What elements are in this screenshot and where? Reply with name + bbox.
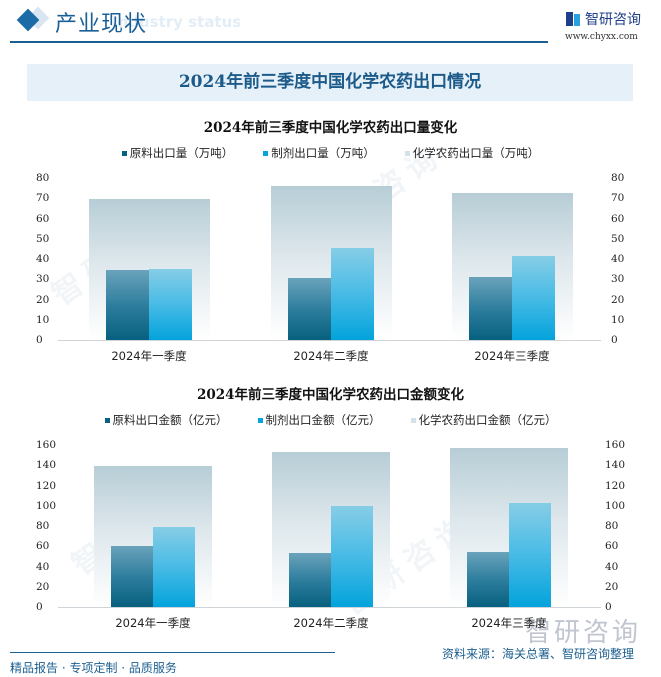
y-tick-label: 120 [605,479,626,492]
y-tick-label: 0 [36,334,43,346]
y-tick-label: 0 [605,601,612,613]
y-tick-label: 20 [605,580,619,593]
bar-raw [111,546,153,607]
y-tick-label: 10 [36,313,50,326]
y-tick-label: 50 [611,232,625,245]
y-tick-label: 70 [36,192,50,205]
x-axis-line [58,607,601,608]
y-tick-label: 160 [605,439,626,451]
y-tick-label: 100 [36,499,57,512]
header-divider [10,41,548,43]
bar-formulation [149,269,192,340]
y-tick-label: 60 [36,540,50,553]
logo-mark-icon [566,12,580,26]
legend-swatch [104,417,110,423]
main-title-banner: 2024年前三季度中国化学农药出口情况 [27,64,633,101]
x-tick-label: 2024年二季度 [293,349,369,363]
legend-item-raw: 原料出口金额（亿元） [104,412,228,428]
bar-raw [288,278,331,340]
legend-swatch [263,150,269,156]
page-header: Industry status 产业现状 智研咨询 www.chyxx.com [0,0,661,48]
y-tick-label: 20 [36,293,50,306]
y-tick-label: 100 [605,499,626,512]
y-tick-label: 80 [611,172,625,184]
y-tick-label: 80 [36,520,50,532]
logo-url: www.chyxx.com [565,32,638,42]
y-tick-label: 50 [36,232,50,245]
bar-raw [469,277,512,340]
y-tick-label: 60 [611,212,625,225]
legend-item-raw: 原料出口量（万吨） [121,145,234,161]
x-tick-label: 2024年三季度 [471,616,547,630]
y-tick-label: 40 [36,560,50,573]
legend-label: 制剂出口量（万吨） [271,146,375,160]
y-tick-label: 30 [36,273,50,286]
y-tick-label: 0 [36,601,43,613]
y-tick-label: 40 [611,253,625,265]
x-tick-label: 2024年一季度 [111,349,187,363]
y-tick-label: 20 [36,580,50,593]
chart2-legend: 原料出口金额（亿元） 制剂出口金额（亿元） 化学农药出口金额（亿元） [0,412,661,428]
legend-swatch [257,417,263,423]
y-tick-label: 80 [605,520,619,532]
y-tick-label: 60 [36,212,50,225]
x-axis-line [58,340,601,341]
y-tick-label: 10 [611,313,625,326]
bar-formulation [512,255,555,340]
bar-formulation [331,247,374,340]
chart2-title: 2024年前三季度中国化学农药出口金额变化 [196,387,465,403]
legend-label: 原料出口金额（亿元） [112,413,228,427]
legend-swatch [404,150,410,156]
y-tick-label: 40 [605,560,619,573]
legend-item-total: 化学农药出口金额（亿元） [410,412,557,428]
logo-text: 智研咨询 [585,12,641,28]
section-title: 产业现状 [55,12,148,37]
legend-item-formulation: 制剂出口量（万吨） [263,145,375,161]
legend-label: 化学农药出口量（万吨） [412,146,540,160]
y-tick-label: 40 [36,253,50,265]
legend-label: 制剂出口金额（亿元） [265,413,381,427]
watermark-logo: 智研咨询 [524,618,641,648]
chart1-title: 2024年前三季度中国化学农药出口量变化 [203,120,458,136]
chart1-plot [58,178,601,341]
y-tick-label: 20 [611,293,625,306]
legend-swatch [410,417,416,423]
data-source: 资料来源：海关总署、智研咨询整理 [442,647,635,661]
legend-item-formulation: 制剂出口金额（亿元） [257,412,381,428]
footer-slogan: 精品报告 · 专项定制 · 品质服务 [10,661,177,675]
chart2-plot [58,445,601,608]
bar-raw [467,552,509,607]
x-tick-label: 2024年二季度 [293,616,369,630]
bar-raw [106,270,149,340]
bar-formulation [331,505,373,607]
footer-divider [10,652,335,653]
y-tick-label: 140 [605,459,626,472]
chart1-legend: 原料出口量（万吨） 制剂出口量（万吨） 化学农药出口量（万吨） [0,145,661,161]
x-tick-label: 2024年三季度 [474,349,550,363]
y-tick-label: 140 [36,459,57,472]
legend-label: 原料出口量（万吨） [129,146,234,160]
y-tick-label: 120 [36,479,57,492]
brand-logo: 智研咨询 [566,9,641,29]
bar-formulation [153,527,195,607]
legend-item-total: 化学农药出口量（万吨） [404,145,540,161]
y-tick-label: 0 [611,334,618,346]
bar-formulation [509,502,551,607]
y-tick-label: 70 [611,192,625,205]
legend-label: 化学农药出口金额（亿元） [418,413,557,427]
y-tick-label: 80 [36,172,50,184]
x-tick-label: 2024年一季度 [115,616,191,630]
y-tick-label: 30 [611,273,625,286]
bar-raw [289,553,331,607]
legend-swatch [121,150,127,156]
y-tick-label: 160 [36,439,57,451]
y-tick-label: 60 [605,540,619,553]
